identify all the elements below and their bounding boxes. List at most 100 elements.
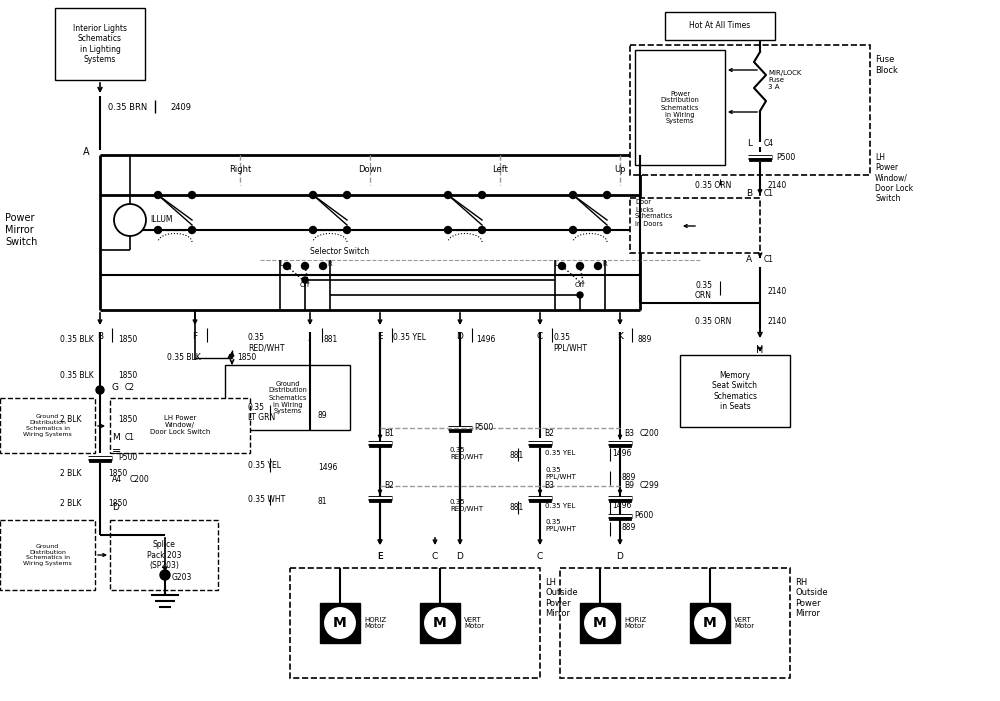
Text: 0.35: 0.35	[248, 404, 265, 412]
Text: B9: B9	[624, 482, 634, 491]
Text: 2140: 2140	[768, 316, 787, 325]
Text: K: K	[617, 332, 623, 341]
Text: B2: B2	[544, 428, 554, 437]
Text: 0.35: 0.35	[248, 334, 265, 343]
Text: Interior Lights
Schematics
in Lighting
Systems: Interior Lights Schematics in Lighting S…	[73, 24, 127, 64]
Circle shape	[310, 226, 316, 233]
Text: B: B	[97, 332, 103, 341]
Text: E: E	[377, 552, 383, 561]
Circle shape	[154, 226, 162, 233]
Bar	[420, 603, 460, 643]
Text: 0.35
PPL/WHT: 0.35 PPL/WHT	[545, 519, 576, 533]
Circle shape	[583, 606, 617, 640]
Text: PPL/WHT: PPL/WHT	[553, 343, 587, 353]
Bar	[665, 12, 775, 40]
Text: Memory
Seat Switch
Schematics
in Seats: Memory Seat Switch Schematics in Seats	[712, 371, 758, 411]
Circle shape	[570, 191, 576, 198]
Circle shape	[96, 386, 104, 394]
Text: E: E	[377, 332, 383, 341]
Text: ORN: ORN	[695, 290, 712, 299]
Text: 2140: 2140	[768, 180, 787, 189]
Text: 1850: 1850	[237, 353, 256, 362]
Text: 2 BLK: 2 BLK	[60, 416, 82, 425]
Text: D: D	[112, 503, 119, 512]
Text: HORIZ
Motor: HORIZ Motor	[624, 616, 646, 629]
Text: L: L	[554, 261, 558, 267]
Text: 881: 881	[324, 336, 338, 344]
Text: G203: G203	[172, 573, 192, 582]
Text: Off: Off	[300, 282, 310, 288]
Text: 0.35 WHT: 0.35 WHT	[248, 496, 285, 505]
Text: ILLUM: ILLUM	[150, 215, 173, 224]
Text: Left: Left	[492, 165, 508, 175]
Text: 0.35 YEL: 0.35 YEL	[545, 450, 575, 456]
Text: 1496: 1496	[476, 336, 495, 344]
Text: L: L	[279, 261, 283, 267]
Text: G: G	[112, 383, 119, 393]
Text: B2: B2	[384, 482, 394, 491]
Text: C: C	[432, 552, 438, 561]
Text: P600: P600	[634, 512, 653, 521]
Text: 1850: 1850	[118, 336, 137, 344]
Text: P500: P500	[118, 454, 137, 463]
Text: C200: C200	[130, 475, 150, 484]
Text: Ground
Distribution
Schematics
in Wiring
Systems: Ground Distribution Schematics in Wiring…	[268, 381, 307, 414]
Bar	[0, 520, 95, 590]
Circle shape	[188, 191, 196, 198]
Text: 2 BLK: 2 BLK	[60, 498, 82, 508]
Bar	[110, 398, 250, 453]
Bar	[110, 520, 218, 590]
Bar	[580, 603, 620, 643]
Circle shape	[154, 191, 162, 198]
Text: 881: 881	[510, 451, 524, 459]
Text: ~: ~	[125, 214, 135, 226]
Text: 889: 889	[622, 473, 636, 482]
Text: Off: Off	[575, 282, 585, 288]
Circle shape	[604, 191, 610, 198]
Circle shape	[604, 226, 610, 233]
Text: P500: P500	[776, 153, 795, 161]
Bar	[690, 603, 730, 643]
Text: 0.35 BLK: 0.35 BLK	[60, 371, 94, 379]
Circle shape	[344, 191, 351, 198]
Text: M: M	[433, 616, 447, 630]
Circle shape	[558, 262, 566, 269]
Circle shape	[160, 570, 170, 580]
Text: M: M	[112, 433, 120, 442]
Text: Power
Distribution
Schematics
in Wiring
Systems: Power Distribution Schematics in Wiring …	[661, 90, 699, 125]
Text: 889: 889	[622, 524, 636, 533]
Text: B3: B3	[544, 482, 554, 491]
Bar	[225, 365, 350, 430]
Text: A: A	[83, 147, 90, 157]
Text: C: C	[537, 332, 543, 341]
Text: C2: C2	[125, 383, 135, 393]
Circle shape	[479, 226, 486, 233]
Circle shape	[114, 204, 146, 236]
Text: 889: 889	[638, 336, 652, 344]
Text: VERT
Motor: VERT Motor	[464, 616, 484, 629]
Text: Right: Right	[229, 165, 251, 175]
Text: 0.35 ORN: 0.35 ORN	[695, 316, 731, 325]
Circle shape	[188, 226, 196, 233]
Text: R: R	[602, 261, 607, 267]
Text: Fuse
Block: Fuse Block	[875, 55, 898, 75]
Text: 1850: 1850	[108, 498, 127, 508]
Circle shape	[570, 226, 576, 233]
Text: 0.35: 0.35	[553, 334, 570, 343]
Text: 0.35 BLK: 0.35 BLK	[167, 353, 201, 362]
Text: D: D	[457, 552, 463, 561]
Text: 2409: 2409	[170, 102, 191, 111]
Text: 2140: 2140	[768, 287, 787, 296]
Text: RH
Outside
Power
Mirror: RH Outside Power Mirror	[795, 578, 828, 618]
Text: Down: Down	[358, 165, 382, 175]
Bar	[55, 8, 145, 80]
Bar	[630, 198, 760, 253]
Text: 1850: 1850	[118, 416, 137, 425]
Text: Selector Switch: Selector Switch	[310, 247, 369, 257]
Circle shape	[320, 262, 326, 269]
Text: C1: C1	[125, 433, 135, 442]
Text: F: F	[192, 332, 198, 341]
Bar	[0, 398, 95, 453]
Text: LH
Power
Window/
Door Lock
Switch: LH Power Window/ Door Lock Switch	[875, 153, 913, 203]
Text: 1850: 1850	[118, 371, 137, 379]
